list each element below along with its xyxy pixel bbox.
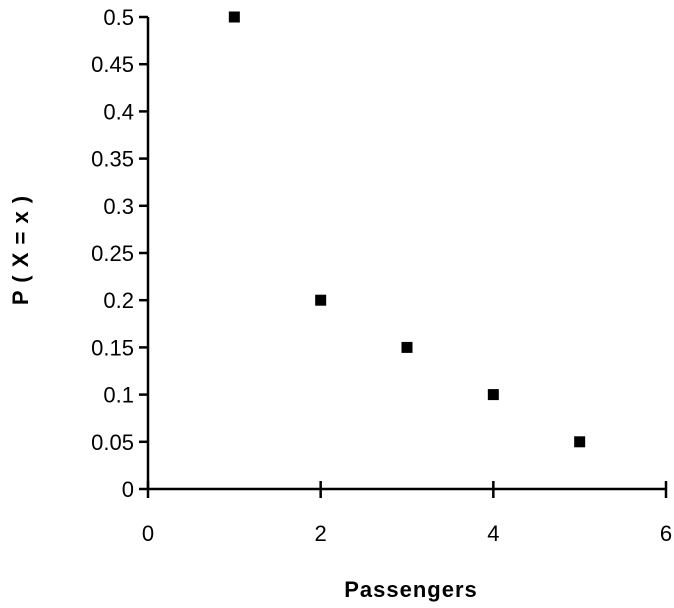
data-point (315, 294, 327, 306)
x-tick-label: 2 (315, 521, 327, 546)
y-tick-label: 0.2 (103, 288, 134, 313)
data-point (487, 389, 499, 401)
y-tick-label: 0.25 (91, 241, 134, 266)
x-tick-label: 4 (487, 521, 499, 546)
y-tick-label: 0.1 (103, 383, 134, 408)
y-axis-ticks: 0 0.05 0.1 0.15 0.2 0.25 0.3 0.35 0.4 0.45 0.5 (91, 5, 148, 502)
y-tick-label: 0.15 (91, 335, 134, 360)
y-tick-label: 0.45 (91, 52, 134, 77)
data-point (228, 11, 240, 23)
y-tick-label: 0.3 (103, 194, 134, 219)
y-axis-title: P ( X = x ) (8, 195, 33, 305)
x-axis-title: Passengers (344, 577, 478, 602)
x-tick-label: 6 (660, 521, 672, 546)
y-tick-label: 0.4 (103, 99, 134, 124)
x-axis-ticks: 0 2 4 6 (142, 481, 672, 546)
data-point (401, 341, 413, 353)
y-tick-label: 0.5 (103, 5, 134, 30)
y-tick-label: 0.05 (91, 430, 134, 455)
y-tick-label: 0 (122, 477, 134, 502)
x-tick-label: 0 (142, 521, 154, 546)
y-tick-label: 0.35 (91, 147, 134, 172)
data-point (574, 436, 586, 448)
data-points (228, 11, 586, 448)
